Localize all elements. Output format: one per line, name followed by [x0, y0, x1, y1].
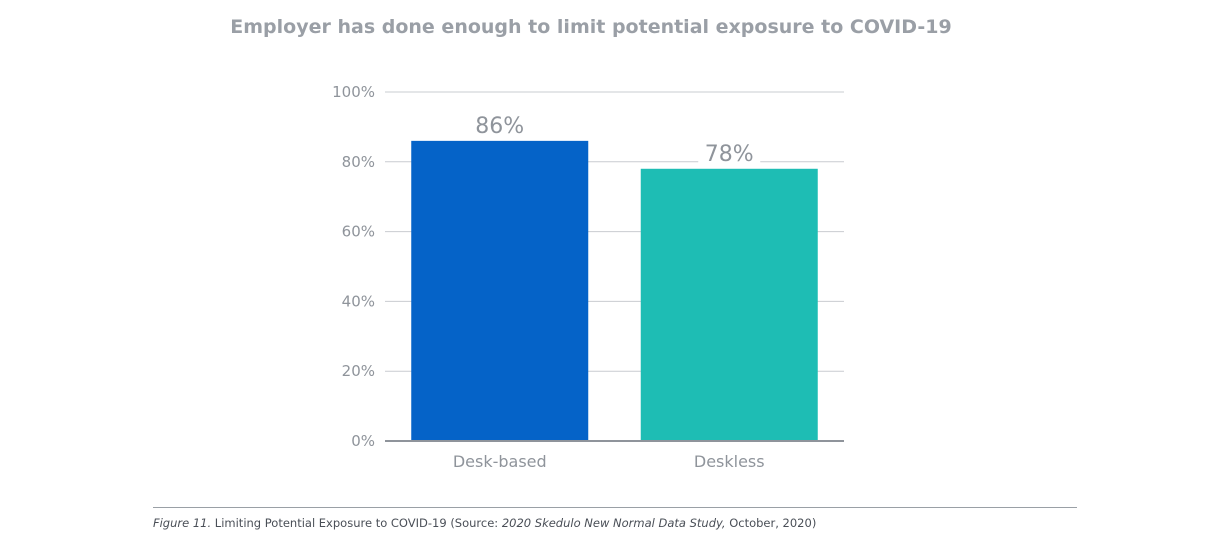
data-label: 86%: [475, 114, 524, 139]
bar: [411, 140, 589, 442]
caption-source: 2020 Skedulo New Normal Data Study,: [501, 516, 726, 530]
y-tick-label: 80%: [342, 153, 375, 171]
x-axis-categories: Desk-based Deskless: [453, 452, 765, 471]
y-tick-label: 60%: [342, 223, 375, 241]
caption-divider: [153, 507, 1077, 508]
caption-figure-number: Figure 11.: [153, 516, 212, 530]
figure-caption: Figure 11. Limiting Potential Exposure t…: [153, 516, 816, 530]
y-axis-ticks: 0% 20% 40% 60% 80% 100%: [332, 83, 375, 450]
y-tick-label: 100%: [332, 83, 375, 101]
data-label: 78%: [705, 142, 754, 167]
y-tick-label: 40%: [342, 292, 375, 310]
bar: [640, 168, 818, 441]
chart-title: Employer has done enough to limit potent…: [230, 16, 951, 38]
bars: [411, 140, 818, 442]
data-label-backdrop: [468, 110, 531, 137]
y-tick-label: 0%: [351, 432, 375, 450]
caption-text-after: October, 2020): [725, 516, 817, 530]
caption-text-before: Limiting Potential Exposure to COVID-19 …: [211, 516, 502, 530]
data-labels: 86% 78%: [468, 110, 761, 167]
data-label-backdrop: [698, 138, 761, 165]
category-label: Deskless: [694, 452, 765, 471]
category-label: Desk-based: [453, 452, 547, 471]
y-tick-label: 20%: [342, 362, 375, 380]
